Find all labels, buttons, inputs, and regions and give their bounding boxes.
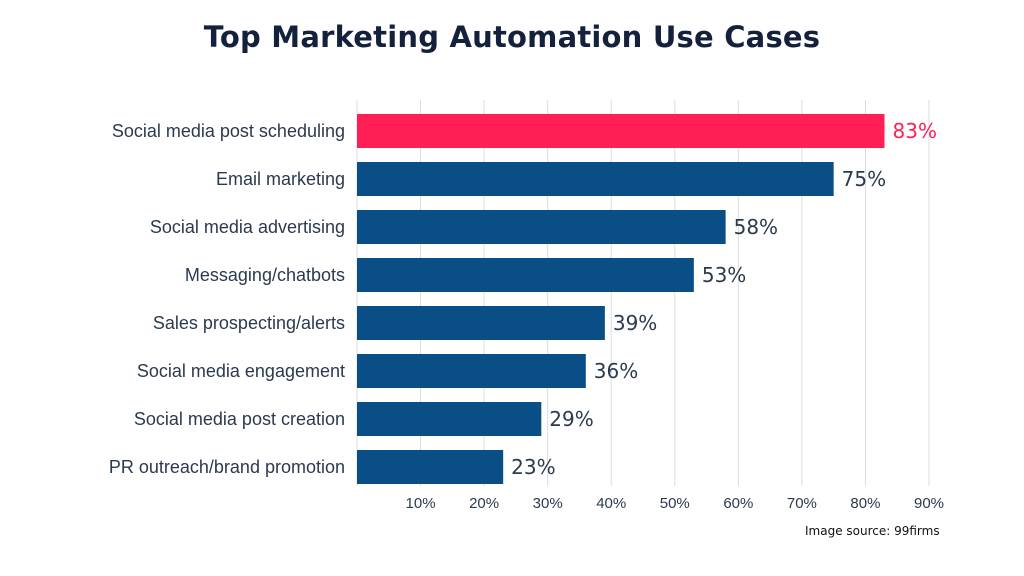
x-tick-label: 60% xyxy=(723,495,753,512)
value-label: 53% xyxy=(702,263,746,287)
labels: 10% 20% 30% 40% 50% 60% 70% 80% 90% Social media … xyxy=(109,119,944,512)
x-tick-label: 40% xyxy=(596,495,626,512)
x-tick-label: 50% xyxy=(660,495,690,512)
bar xyxy=(357,210,726,244)
value-label: 36% xyxy=(594,359,638,383)
value-label: 58% xyxy=(734,215,778,239)
x-tick-label: 10% xyxy=(406,495,436,512)
x-tick-label: 30% xyxy=(533,495,563,512)
bar xyxy=(357,354,586,388)
value-label: 75% xyxy=(842,167,886,191)
category-label: Social media post scheduling xyxy=(112,121,345,141)
category-label: PR outreach/brand promotion xyxy=(109,457,345,477)
chart-title: Top Marketing Automation Use Cases xyxy=(203,20,821,54)
x-tick-label: 70% xyxy=(787,495,817,512)
category-label: Social media advertising xyxy=(150,217,345,237)
x-tick-label: 90% xyxy=(914,495,944,512)
bar xyxy=(357,450,504,484)
value-label: 23% xyxy=(511,455,555,479)
bar xyxy=(357,114,885,148)
value-label: 29% xyxy=(549,407,593,431)
category-label: Sales prospecting/alerts xyxy=(153,313,345,333)
x-tick-label: 20% xyxy=(469,495,499,512)
category-label: Social media engagement xyxy=(137,361,345,381)
category-label: Messaging/chatbots xyxy=(185,265,345,285)
value-label: 39% xyxy=(613,311,657,335)
bar xyxy=(357,162,834,196)
x-tick-label: 80% xyxy=(850,495,880,512)
value-label: 83% xyxy=(893,119,937,143)
category-label: Email marketing xyxy=(216,169,345,189)
bar xyxy=(357,258,694,292)
image-source-note: Image source: 99firms xyxy=(805,524,940,538)
bars xyxy=(357,114,885,484)
category-label: Social media post creation xyxy=(134,409,345,429)
bar xyxy=(357,306,605,340)
bar xyxy=(357,402,542,436)
